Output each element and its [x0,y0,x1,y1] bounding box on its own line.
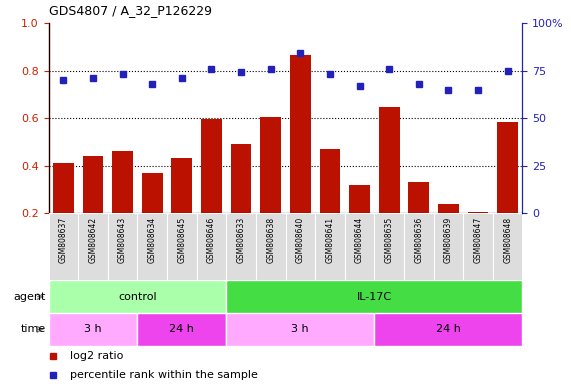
Bar [290,55,311,213]
FancyBboxPatch shape [375,313,522,346]
Text: GDS4807 / A_32_P126229: GDS4807 / A_32_P126229 [49,4,211,17]
Text: GSM808634: GSM808634 [148,217,156,263]
FancyBboxPatch shape [226,313,375,346]
FancyBboxPatch shape [49,280,226,313]
Text: GSM808636: GSM808636 [415,217,423,263]
Text: GSM808640: GSM808640 [296,217,305,263]
FancyBboxPatch shape [493,213,522,280]
FancyBboxPatch shape [138,313,226,346]
Text: GSM808647: GSM808647 [473,217,482,263]
FancyBboxPatch shape [463,213,493,280]
FancyBboxPatch shape [375,213,404,280]
Bar [260,117,281,213]
Bar [53,163,74,213]
FancyBboxPatch shape [78,213,108,280]
Text: GSM808648: GSM808648 [503,217,512,263]
FancyBboxPatch shape [433,213,463,280]
FancyBboxPatch shape [167,213,196,280]
FancyBboxPatch shape [404,213,433,280]
Text: 24 h: 24 h [436,324,461,334]
Text: GSM808633: GSM808633 [236,217,246,263]
Text: log2 ratio: log2 ratio [70,351,123,361]
Text: IL-17C: IL-17C [357,291,392,302]
Text: GSM808641: GSM808641 [325,217,335,263]
FancyBboxPatch shape [256,213,286,280]
Bar [83,156,103,213]
Bar [231,144,251,213]
Text: percentile rank within the sample: percentile rank within the sample [70,370,258,380]
Text: time: time [21,324,46,334]
Text: GSM808638: GSM808638 [266,217,275,263]
FancyBboxPatch shape [286,213,315,280]
Text: GSM808642: GSM808642 [89,217,98,263]
FancyBboxPatch shape [226,213,256,280]
FancyBboxPatch shape [315,213,345,280]
Text: GSM808645: GSM808645 [178,217,186,263]
FancyBboxPatch shape [196,213,226,280]
FancyBboxPatch shape [108,213,138,280]
Text: 24 h: 24 h [170,324,194,334]
Text: GSM808644: GSM808644 [355,217,364,263]
Bar [349,185,370,213]
Text: GSM808635: GSM808635 [385,217,393,263]
FancyBboxPatch shape [138,213,167,280]
Text: control: control [118,291,156,302]
Text: GSM808646: GSM808646 [207,217,216,263]
FancyBboxPatch shape [345,213,375,280]
Text: agent: agent [13,291,46,302]
Text: GSM808637: GSM808637 [59,217,68,263]
Bar [320,149,340,213]
FancyBboxPatch shape [226,280,522,313]
Bar [112,151,133,213]
Text: 3 h: 3 h [292,324,309,334]
Bar [408,182,429,213]
Bar [497,122,518,213]
Text: GSM808639: GSM808639 [444,217,453,263]
Bar [201,119,222,213]
Bar [438,204,459,213]
FancyBboxPatch shape [49,313,138,346]
Bar [171,159,192,213]
Text: GSM808643: GSM808643 [118,217,127,263]
Bar [142,173,163,213]
Bar [379,108,400,213]
Bar [468,212,488,213]
Text: 3 h: 3 h [84,324,102,334]
FancyBboxPatch shape [49,213,78,280]
